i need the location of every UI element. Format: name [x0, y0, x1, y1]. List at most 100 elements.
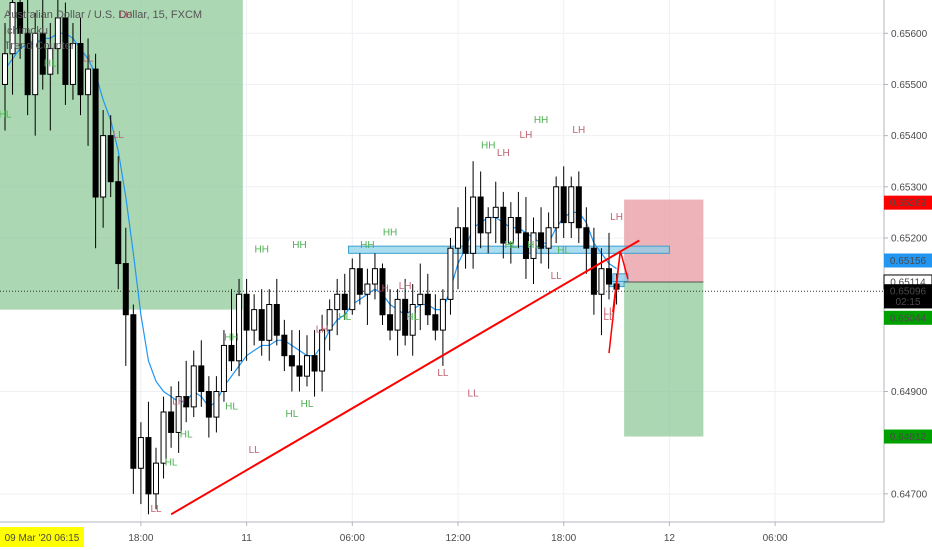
wave-label: HL	[527, 240, 540, 251]
candle-body	[356, 268, 363, 295]
drawings[interactable]	[170, 239, 640, 516]
candle-body	[326, 309, 333, 331]
indicator-ichimoku[interactable]: Ichimoku	[4, 25, 49, 37]
candle-body	[500, 206, 507, 244]
wave-label: LL	[551, 271, 563, 282]
wave-label: HH	[224, 332, 238, 343]
indicator-trend-counter[interactable]: Trend Counter	[4, 40, 75, 52]
candle-body	[228, 344, 235, 362]
price-tag	[884, 310, 932, 325]
candle-body	[507, 217, 514, 244]
stop-loss-zone	[624, 199, 704, 282]
wave-label: LH	[520, 130, 533, 141]
time-tick-label: 18:00	[551, 533, 576, 544]
price-tag-label: 0.65269	[890, 198, 927, 209]
candle-body	[568, 186, 575, 224]
candle-body	[553, 186, 560, 229]
candle-body	[137, 437, 144, 469]
candle-body	[213, 391, 220, 418]
wave-label: HL	[286, 409, 299, 420]
candle-body	[100, 135, 107, 198]
wave-labels: HL LL HL LH LL LH HL HL LL HL HH HH HH LL HL HL LH HH HH HL…	[0, 10, 623, 515]
price-tag-label: 0.65114	[890, 277, 926, 288]
candle-body	[387, 314, 394, 331]
candle-body	[17, 2, 24, 34]
candle-body	[32, 32, 39, 96]
candle-body	[432, 314, 439, 331]
wave-label: HH	[254, 244, 268, 255]
price-tag	[884, 195, 932, 210]
date-tag-label: 09 Mar '20 06:15	[5, 533, 80, 544]
candle-body	[198, 365, 205, 393]
candle-body	[522, 232, 529, 259]
price-tag	[884, 429, 932, 444]
candle-body	[530, 232, 537, 259]
trend-line	[170, 239, 640, 516]
candle-body	[243, 293, 250, 331]
candle-body	[39, 32, 46, 75]
time-tick-label: 06:00	[340, 533, 365, 544]
candle-body	[424, 293, 431, 316]
candle-body	[47, 48, 54, 75]
candle-body	[130, 314, 137, 469]
wave-label: HL	[44, 59, 57, 70]
candle-body	[311, 355, 318, 372]
candle-body	[281, 334, 288, 357]
candle-body	[258, 309, 265, 341]
take-profit-zone	[624, 281, 704, 437]
wave-label: LH	[399, 281, 412, 292]
candles	[2, 0, 620, 515]
wave-label: LL	[82, 53, 94, 64]
candle-body	[92, 68, 99, 198]
wave-label: HL	[406, 312, 419, 323]
candle-body	[115, 181, 122, 265]
wave-label: HL	[338, 312, 351, 323]
price-tag-label: 02:15	[895, 297, 920, 308]
candle-body	[349, 268, 356, 311]
wave-label: HH	[360, 240, 374, 251]
candle-body	[190, 365, 197, 408]
price-tag	[884, 294, 932, 309]
price-tag-label: 0.65096	[890, 287, 927, 298]
candle-body	[402, 298, 409, 336]
candle-body	[54, 17, 61, 50]
candle-body	[183, 396, 190, 408]
candle-body	[492, 206, 499, 219]
price-tick-label: 0.64900	[891, 387, 928, 398]
wave-label: LH	[172, 396, 185, 407]
candle-body	[477, 196, 484, 234]
baseline-line	[4, 32, 617, 408]
wave-label: HH	[481, 140, 495, 151]
wave-label: LL	[113, 130, 125, 141]
candle-body	[364, 283, 371, 295]
wave-label: HH	[292, 240, 306, 251]
candle-body	[153, 462, 159, 495]
entry-zone	[612, 273, 629, 282]
time-tick-label: 18:00	[128, 533, 153, 544]
candle-body	[288, 355, 295, 367]
wave-label: HL	[165, 458, 178, 469]
wave-label: HL	[0, 110, 12, 121]
candle-body	[107, 135, 114, 183]
time-axis-bg	[0, 522, 932, 550]
candle-body	[145, 437, 152, 495]
wave-label: LL	[603, 307, 615, 318]
candle-body	[122, 263, 129, 316]
candle-body	[168, 411, 175, 433]
candle-body	[538, 232, 545, 249]
candle-body	[236, 293, 243, 362]
candle-body	[379, 268, 386, 316]
wave-label: HL	[557, 245, 570, 256]
wave-label: LH	[572, 125, 585, 136]
price-tag-label: 0.65044	[890, 313, 927, 324]
candle-body	[583, 227, 590, 249]
price-tick-label: 0.65200	[891, 233, 928, 244]
candle-body	[575, 186, 582, 229]
wave-label: LL	[437, 368, 449, 379]
price-tick-label: 0.65300	[891, 182, 928, 193]
wave-label: HH	[383, 227, 397, 238]
candle-body	[205, 391, 212, 418]
candle-body	[9, 2, 16, 55]
